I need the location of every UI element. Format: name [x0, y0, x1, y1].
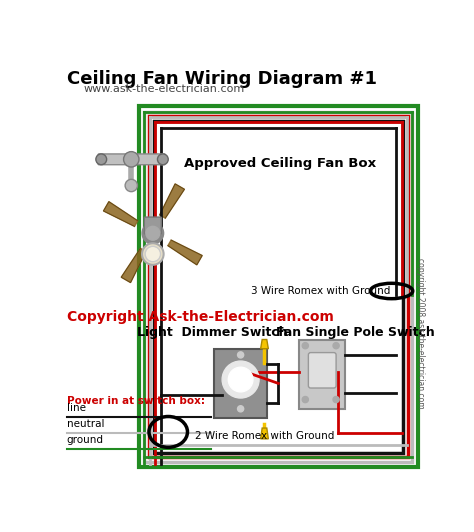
Text: Light  Dimmer Switch: Light Dimmer Switch — [137, 326, 288, 339]
Circle shape — [142, 222, 164, 244]
Circle shape — [333, 396, 339, 403]
Text: 3 Wire Romex with Ground: 3 Wire Romex with Ground — [251, 286, 391, 296]
FancyBboxPatch shape — [299, 339, 346, 409]
Text: neutral: neutral — [66, 419, 104, 429]
Circle shape — [96, 154, 107, 165]
Circle shape — [302, 343, 309, 349]
Circle shape — [125, 179, 137, 192]
Circle shape — [333, 343, 339, 349]
Polygon shape — [168, 240, 202, 265]
Text: Approved Ceiling Fan Box: Approved Ceiling Fan Box — [183, 157, 376, 170]
Text: Copyright Ask-the-Electrician.com: Copyright Ask-the-Electrician.com — [66, 310, 334, 324]
Polygon shape — [121, 248, 146, 282]
Text: line: line — [66, 403, 86, 413]
Circle shape — [142, 243, 164, 265]
Text: ground: ground — [66, 435, 104, 445]
Text: www.ask-the-electrician.com: www.ask-the-electrician.com — [83, 84, 245, 94]
Circle shape — [146, 226, 160, 240]
Circle shape — [222, 361, 259, 398]
Polygon shape — [103, 202, 138, 227]
Polygon shape — [261, 339, 268, 349]
Bar — [154, 121, 403, 453]
FancyBboxPatch shape — [309, 353, 336, 388]
Text: copyright 2008 ask-the-electrician.com: copyright 2008 ask-the-electrician.com — [416, 258, 425, 409]
Circle shape — [237, 406, 244, 412]
FancyBboxPatch shape — [98, 154, 165, 165]
Bar — [139, 106, 418, 467]
Circle shape — [124, 152, 139, 167]
Text: Power in at switch box:: Power in at switch box: — [66, 396, 205, 406]
Circle shape — [228, 367, 253, 392]
Polygon shape — [261, 428, 268, 439]
FancyBboxPatch shape — [145, 217, 161, 234]
FancyBboxPatch shape — [214, 349, 267, 418]
Polygon shape — [160, 184, 184, 218]
Bar — [145, 112, 412, 462]
Circle shape — [302, 396, 309, 403]
Bar — [149, 116, 408, 458]
Circle shape — [237, 352, 244, 358]
Text: Fan Single Pole Switch: Fan Single Pole Switch — [276, 326, 435, 339]
Circle shape — [157, 154, 168, 165]
Text: Ceiling Fan Wiring Diagram #1: Ceiling Fan Wiring Diagram #1 — [66, 70, 377, 88]
Circle shape — [145, 246, 161, 262]
Text: 2 Wire Romex with Ground: 2 Wire Romex with Ground — [195, 431, 335, 440]
